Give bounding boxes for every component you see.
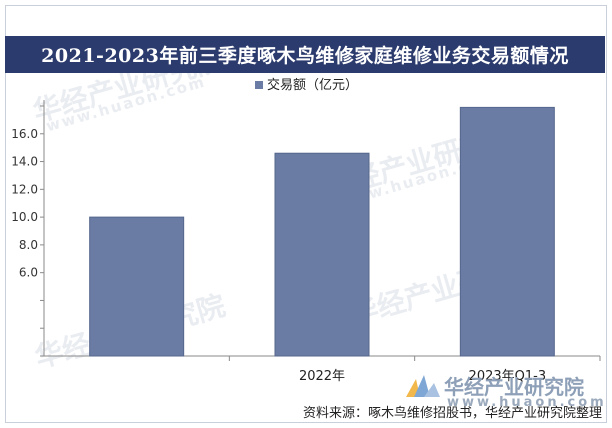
chart-title-bar: 2021-2023年前三季度啄木鸟维修家庭维修业务交易额情况 [5,36,605,73]
bar [89,216,185,357]
publisher-logo: 华经产业研究院 [406,371,584,400]
logo-url: www.huaon.com [447,395,607,410]
x-tick-label: 2022年 [299,369,345,384]
bar [274,152,370,357]
y-tick-label: 14.0 [11,155,38,169]
y-tick-label: 12.0 [11,182,38,196]
y-tick-label: 10.0 [11,210,38,224]
y-tick-label: 6.0 [19,266,38,280]
y-tick-label: 16.0 [11,127,38,141]
chart-title: 2021-2023年前三季度啄木鸟维修家庭维修业务交易额情况 [41,45,569,67]
y-tick-label: 8.0 [19,238,38,252]
x-tick-label: 2023年Q1-3 [469,369,547,384]
legend-swatch [255,81,263,89]
logo-mark-icon [406,374,440,397]
legend-label: 交易额（亿元） [267,77,358,93]
bar [459,106,555,357]
logo-name: 华经产业研究院 [444,375,584,399]
source-note: 资料来源：啄木鸟维修招股书，华经产业研究院整理 [302,406,602,421]
